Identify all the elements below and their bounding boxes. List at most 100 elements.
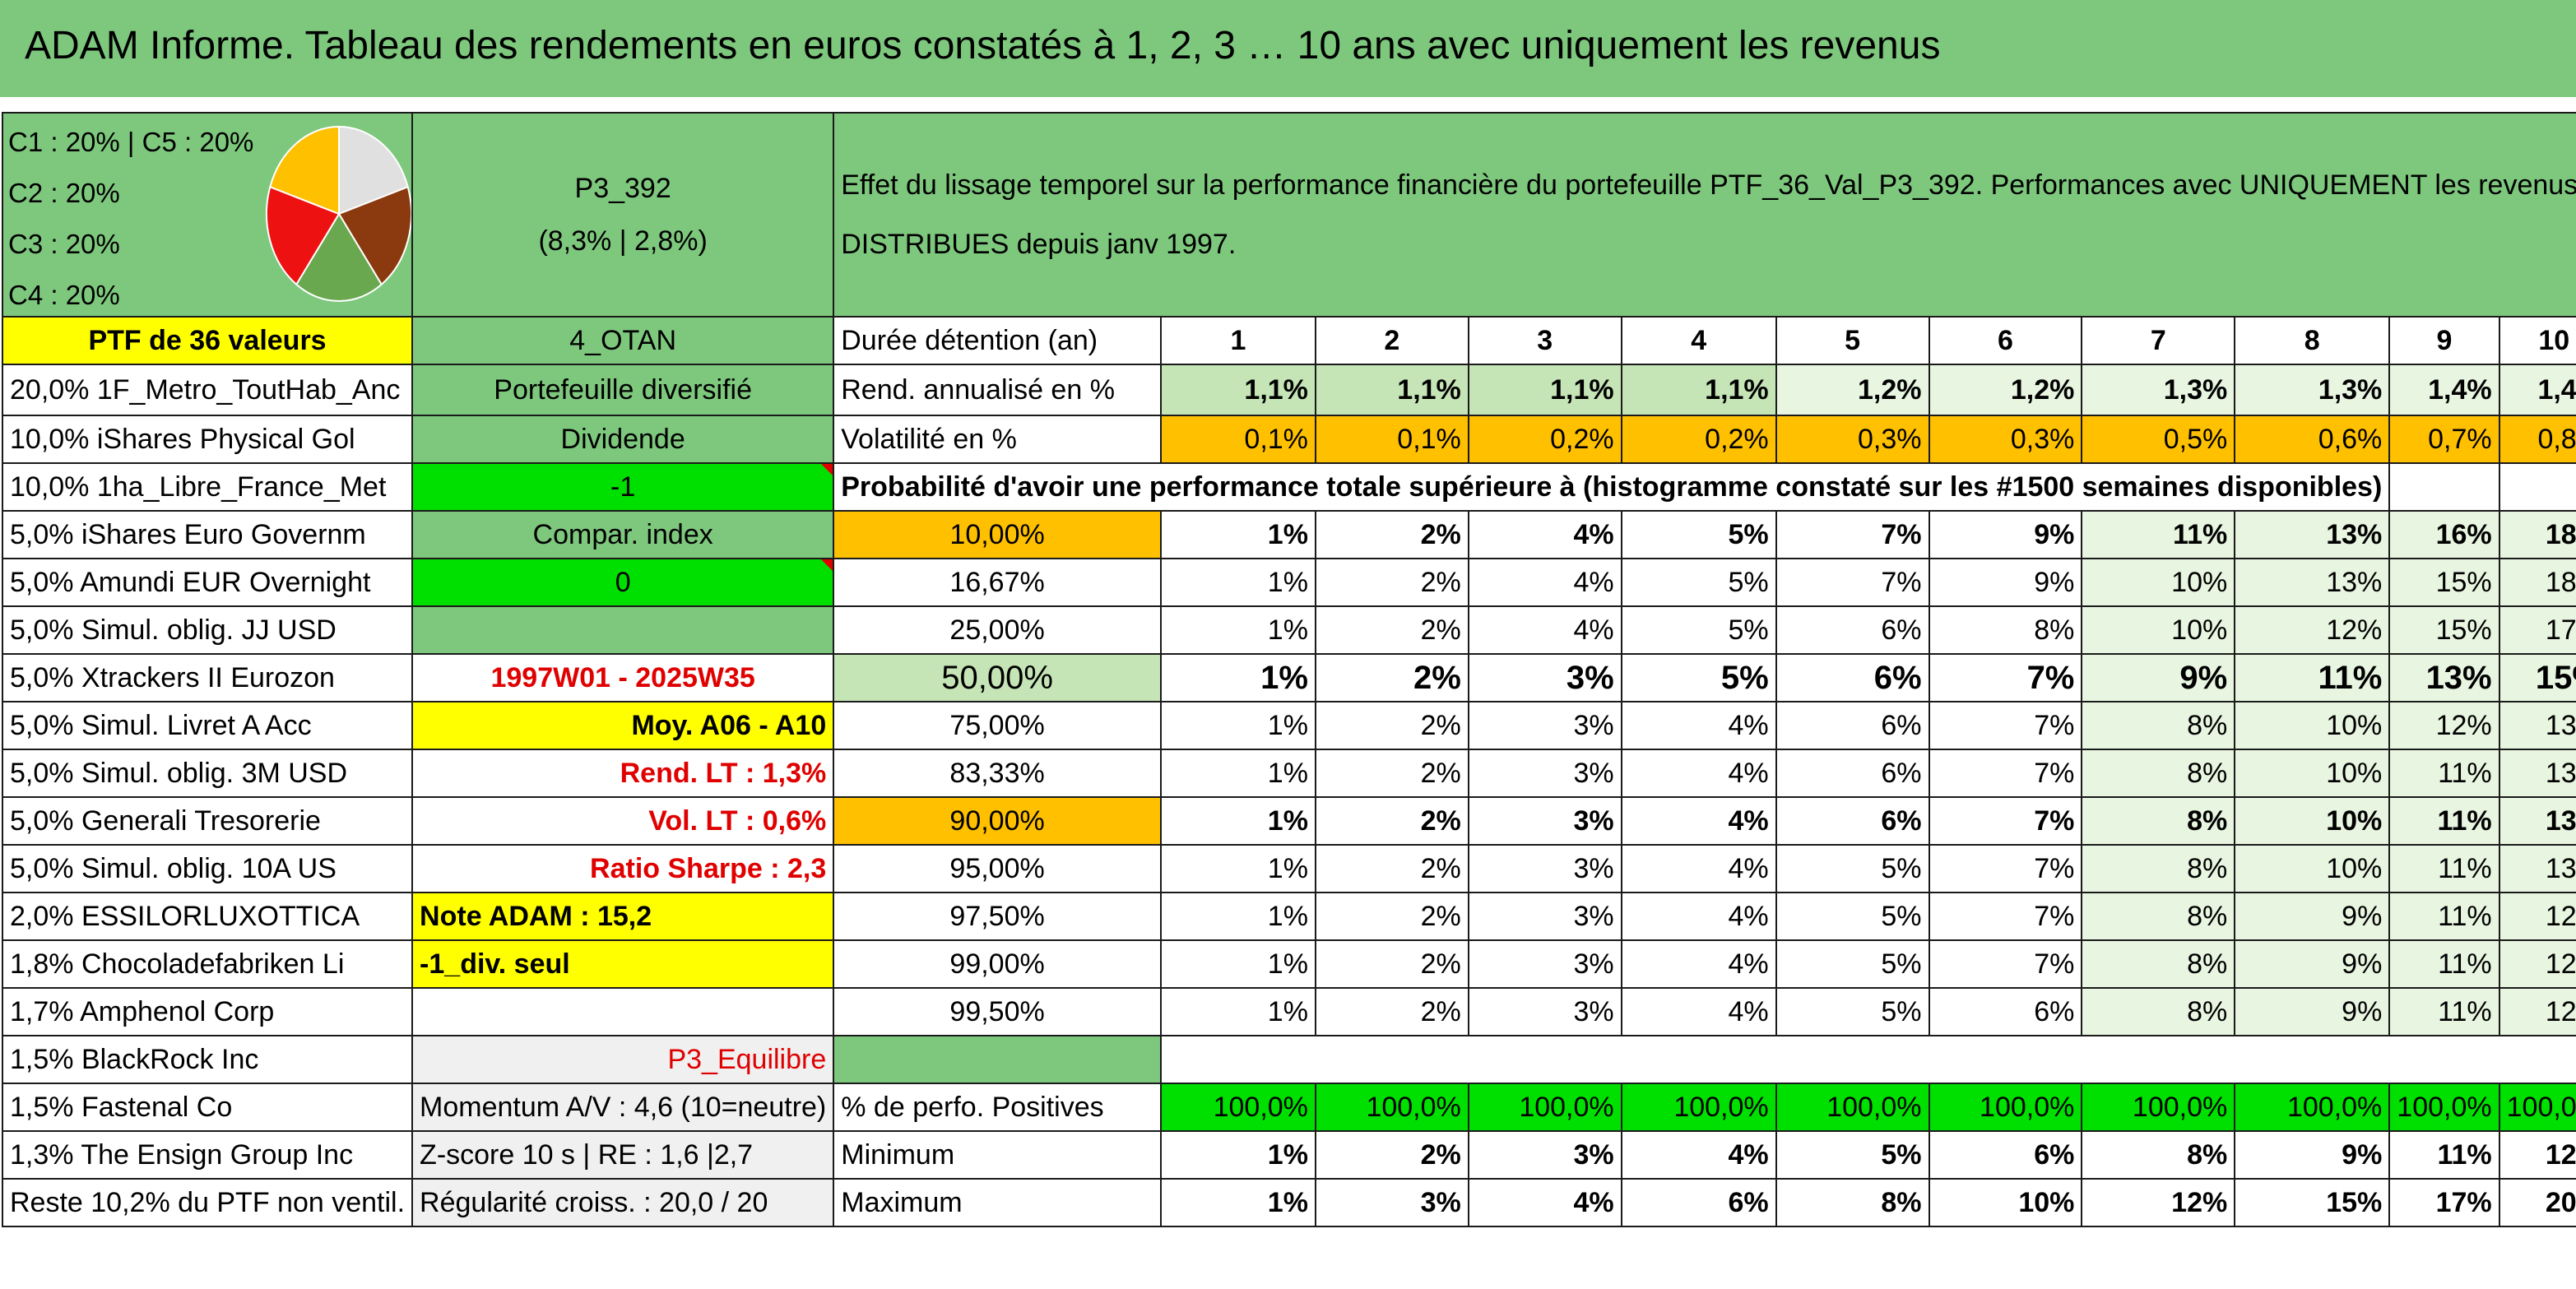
vol-label: Volatilité en % xyxy=(833,415,1162,464)
prob-value: 7% xyxy=(1928,844,2083,893)
prob-value: 3% xyxy=(1467,892,1622,941)
max-value: 17% xyxy=(2388,1178,2500,1227)
holding-item: 10,0% 1ha_Libre_France_Met xyxy=(1,462,414,512)
pos-value: 100,0% xyxy=(1159,1083,1316,1132)
prob-value: 5% xyxy=(1620,605,1777,655)
prob-value: 2% xyxy=(1314,653,1469,702)
rend-value: 1,1% xyxy=(1314,364,1469,416)
prob-level: 10,00% xyxy=(833,510,1162,559)
prob-value: 13% xyxy=(2498,796,2576,846)
prob-level: 75,00% xyxy=(833,701,1162,750)
min-value: 6% xyxy=(1928,1130,2083,1180)
portfolio-stats: (8,3% | 2,8%) xyxy=(538,225,708,257)
prob-value: 1% xyxy=(1159,653,1316,702)
pos-value: 100,0% xyxy=(1467,1083,1622,1132)
prob-value: 9% xyxy=(2234,892,2391,941)
pie-legend: C1 : 20% | C5 : 20% C2 : 20% C3 : 20% C4… xyxy=(8,117,253,315)
regularity: Régularité croiss. : 20,0 / 20 xyxy=(411,1178,835,1227)
table-row: 5,0% Simul. Livret A Acc Moy. A06 - A10 75… xyxy=(1,701,2576,750)
prob-value: 12% xyxy=(2498,987,2576,1036)
vol-value: 0,3% xyxy=(1928,415,2083,464)
title-separator xyxy=(0,97,2576,112)
description: Effet du lissage temporel sur la perform… xyxy=(833,112,2576,318)
prob-value: 2% xyxy=(1314,796,1469,846)
prob-value: 5% xyxy=(1775,892,1930,941)
min-value: 1% xyxy=(1159,1130,1316,1180)
table-row: 5,0% iShares Euro Governm Compar. index 10… xyxy=(1,510,2576,559)
prob-level: 25,00% xyxy=(833,605,1162,655)
prob-value: 3% xyxy=(1467,749,1622,798)
page-title: ADAM Informe. Tableau des rendements en … xyxy=(25,24,1941,67)
prob-value: 10% xyxy=(2081,605,2236,655)
max-label: Maximum xyxy=(833,1178,1162,1227)
max-value: 10% xyxy=(1928,1178,2083,1227)
vol-value: 0,5% xyxy=(2081,415,2236,464)
vol-value: 0,1% xyxy=(1159,415,1316,464)
portfolio-group: 4_OTAN xyxy=(411,316,835,365)
holding-item: 10,0% iShares Physical Gol xyxy=(1,415,414,464)
pie-slice-c4 xyxy=(266,185,341,286)
pie-legend-item: C3 : 20% xyxy=(8,229,120,259)
pos-value: 100,0% xyxy=(2388,1083,2500,1132)
year-header: 2 xyxy=(1314,316,1469,365)
prob-value: 13% xyxy=(2498,749,2576,798)
rend-value: 1,1% xyxy=(1159,364,1316,416)
table-row: 1,8% Chocoladefabriken Li -1_div. seul 99,… xyxy=(1,939,2576,989)
prob-level: 99,00% xyxy=(833,939,1162,989)
table-row: Reste 10,2% du PTF non ventil. Régularité… xyxy=(1,1178,2576,1227)
prob-value: 9% xyxy=(1928,510,2083,559)
min-value: 5% xyxy=(1775,1130,1930,1180)
portfolio-code: P3_392 xyxy=(574,173,671,204)
prob-value: 18% xyxy=(2498,510,2576,559)
holding-item: 5,0% Simul. oblig. JJ USD xyxy=(1,605,414,655)
max-value: 20% xyxy=(2498,1178,2576,1227)
prob-value: 8% xyxy=(2081,796,2236,846)
table-row: 5,0% Simul. oblig. 10A US Ratio Sharpe : … xyxy=(1,844,2576,893)
prob-level: 95,00% xyxy=(833,844,1162,893)
year-header: 4 xyxy=(1620,316,1777,365)
pos-value: 100,0% xyxy=(2234,1083,2391,1132)
prob-value: 11% xyxy=(2388,892,2500,941)
prob-value: 4% xyxy=(1620,796,1777,846)
vol-value: 0,6% xyxy=(2234,415,2391,464)
prob-value: 8% xyxy=(2081,892,2236,941)
prob-value: 9% xyxy=(2234,987,2391,1036)
rend-value: 1,3% xyxy=(2234,364,2391,416)
period: 1997W01 - 2025W35 xyxy=(411,653,835,702)
rend-lt: Rend. LT : 1,3% xyxy=(411,749,835,798)
prob-value: 2% xyxy=(1314,605,1469,655)
prob-value: 7% xyxy=(1775,558,1930,607)
prob-value: 13% xyxy=(2234,510,2391,559)
prob-value: 9% xyxy=(1928,558,2083,607)
prob-value: 4% xyxy=(1620,749,1777,798)
prob-level: 16,67% xyxy=(833,558,1162,607)
prob-value: 12% xyxy=(2498,892,2576,941)
prob-value: 1% xyxy=(1159,510,1316,559)
prob-value: 6% xyxy=(1775,701,1930,750)
holding-item: 1,5% BlackRock Inc xyxy=(1,1035,414,1084)
holding-item: 1,5% Fastenal Co xyxy=(1,1083,414,1132)
prob-value: 16% xyxy=(2388,510,2500,559)
pie-chart-cell: C1 : 20% | C5 : 20% C2 : 20% C3 : 20% C4… xyxy=(1,112,414,318)
prob-value: 4% xyxy=(1620,987,1777,1036)
holding-item: 5,0% Simul. oblig. 10A US xyxy=(1,844,414,893)
year-header: 10 xyxy=(2498,316,2576,365)
table-row: PTF de 36 valeurs 4_OTAN Durée détention (… xyxy=(1,316,2576,365)
year-header: 5 xyxy=(1775,316,1930,365)
table-row: 5,0% Simul. oblig. 3M USD Rend. LT : 1,3%… xyxy=(1,749,2576,798)
prob-value: 7% xyxy=(1928,701,2083,750)
holding-item: 1,7% Amphenol Corp xyxy=(1,987,414,1036)
prob-value: 10% xyxy=(2234,844,2391,893)
prob-value: 1% xyxy=(1159,701,1316,750)
prob-value: 3% xyxy=(1467,939,1622,989)
prob-value: 11% xyxy=(2081,510,2236,559)
prob-value: 9% xyxy=(2234,939,2391,989)
prob-value: 1% xyxy=(1159,987,1316,1036)
prob-value: 2% xyxy=(1314,749,1469,798)
prob-value: 7% xyxy=(1928,892,2083,941)
prob-value: 11% xyxy=(2388,796,2500,846)
prob-value: 11% xyxy=(2388,749,2500,798)
vol-value: 0,3% xyxy=(1775,415,1930,464)
table-row: 20,0% 1F_Metro_ToutHab_Anc Portefeuille d… xyxy=(1,364,2576,416)
pie-slice-c5 xyxy=(269,125,340,216)
